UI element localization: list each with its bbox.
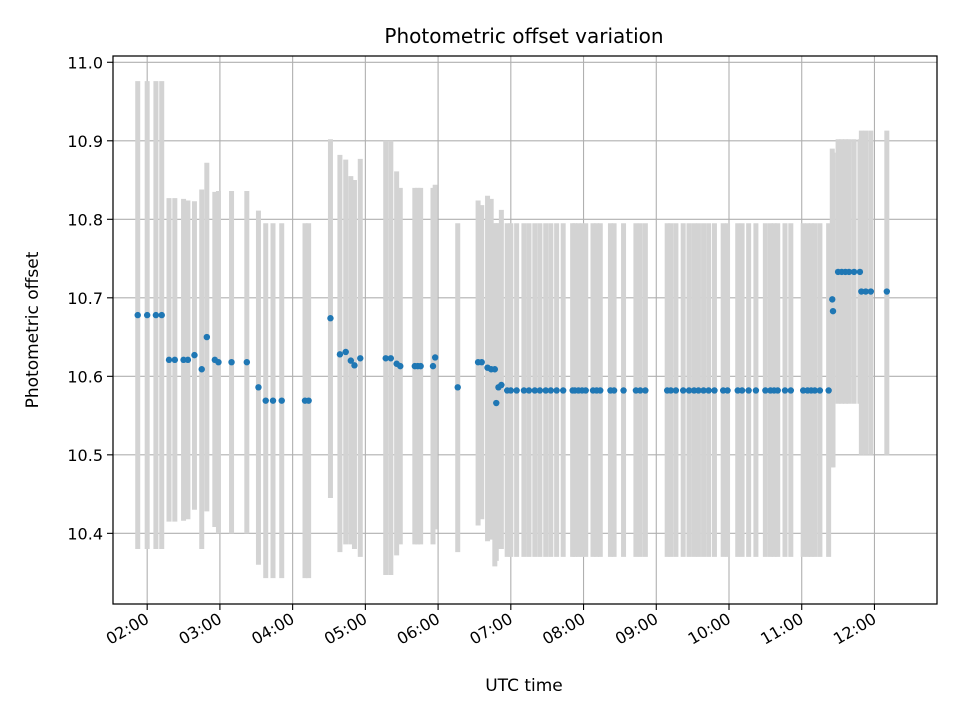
y-axis: 10.4 10.5 10.6 10.7 10.8 10.9 11.0 [67,53,113,543]
data-point [610,387,618,394]
data-point [171,356,179,364]
data-point [745,387,752,394]
data-point [342,348,349,356]
data-point [243,358,251,366]
data-point [883,288,891,295]
data-point [672,387,680,394]
data-point [679,387,687,394]
data-point [347,357,355,364]
data-point [738,387,746,394]
data-point [525,387,533,394]
data-point [781,387,789,394]
data-point [582,387,589,394]
data-point [191,351,198,359]
data-point [228,358,235,366]
data-point [269,397,277,404]
data-point [620,387,627,394]
data-point [513,387,520,394]
data-point [667,387,675,394]
data-point [382,355,389,362]
data-point [536,387,544,394]
data-point [711,387,718,394]
data-point [327,315,334,322]
data-point [700,387,707,394]
data-point [811,387,819,394]
data-point [705,387,712,394]
data-point [642,387,649,394]
data-point [825,387,832,394]
data-point [829,307,837,315]
data-point [387,355,395,362]
data-point [637,387,644,394]
data-point [431,354,439,361]
data-point [829,296,836,303]
y-tick-label: 10.8 [67,210,103,229]
data-point [507,387,515,394]
data-point [184,356,192,364]
chart-title: Photometric offset variation [384,24,663,48]
y-tick-label: 10.5 [67,446,103,465]
data-point [531,387,539,394]
y-axis-label: Photometric offset [23,251,43,408]
data-point [520,387,528,394]
data-point [255,384,262,391]
data-point [553,387,560,394]
data-point [752,387,760,394]
data-point [542,387,549,394]
data-point [203,333,211,341]
data-point [559,387,567,394]
data-point [357,355,364,362]
data-point [547,387,555,394]
data-point [787,387,795,394]
data-point [498,381,505,389]
x-axis-label: UTC time [485,676,563,696]
data-point [856,268,864,276]
data-point [867,288,875,295]
data-point [724,387,731,394]
data-point [850,268,858,276]
data-point [774,387,781,394]
data-point [152,311,160,319]
data-points [134,268,891,407]
data-point [478,358,485,366]
y-tick-label: 10.6 [67,367,103,386]
y-tick-label: 10.7 [67,289,103,308]
data-point [417,362,424,370]
data-point [158,311,165,319]
data-point [816,387,824,394]
data-point [397,362,404,370]
data-point [454,384,461,391]
data-point [493,399,500,407]
data-point [597,387,604,394]
data-point [685,387,693,394]
data-point [862,288,869,295]
y-tick-label: 11.0 [67,53,103,72]
data-point [491,366,499,373]
data-point [429,362,437,370]
y-tick-label: 10.9 [67,132,103,151]
data-point [278,397,285,404]
y-tick-label: 10.4 [67,524,103,543]
data-point [134,311,141,319]
data-point [845,268,853,276]
plot-frame [112,55,938,605]
data-point [165,356,173,364]
data-point [336,351,344,358]
data-point [351,362,358,369]
data-point [762,387,769,394]
data-point [695,387,702,394]
data-point [143,311,151,319]
data-point [262,397,269,404]
data-point [215,358,222,366]
data-point [305,397,312,404]
data-point [198,366,205,373]
